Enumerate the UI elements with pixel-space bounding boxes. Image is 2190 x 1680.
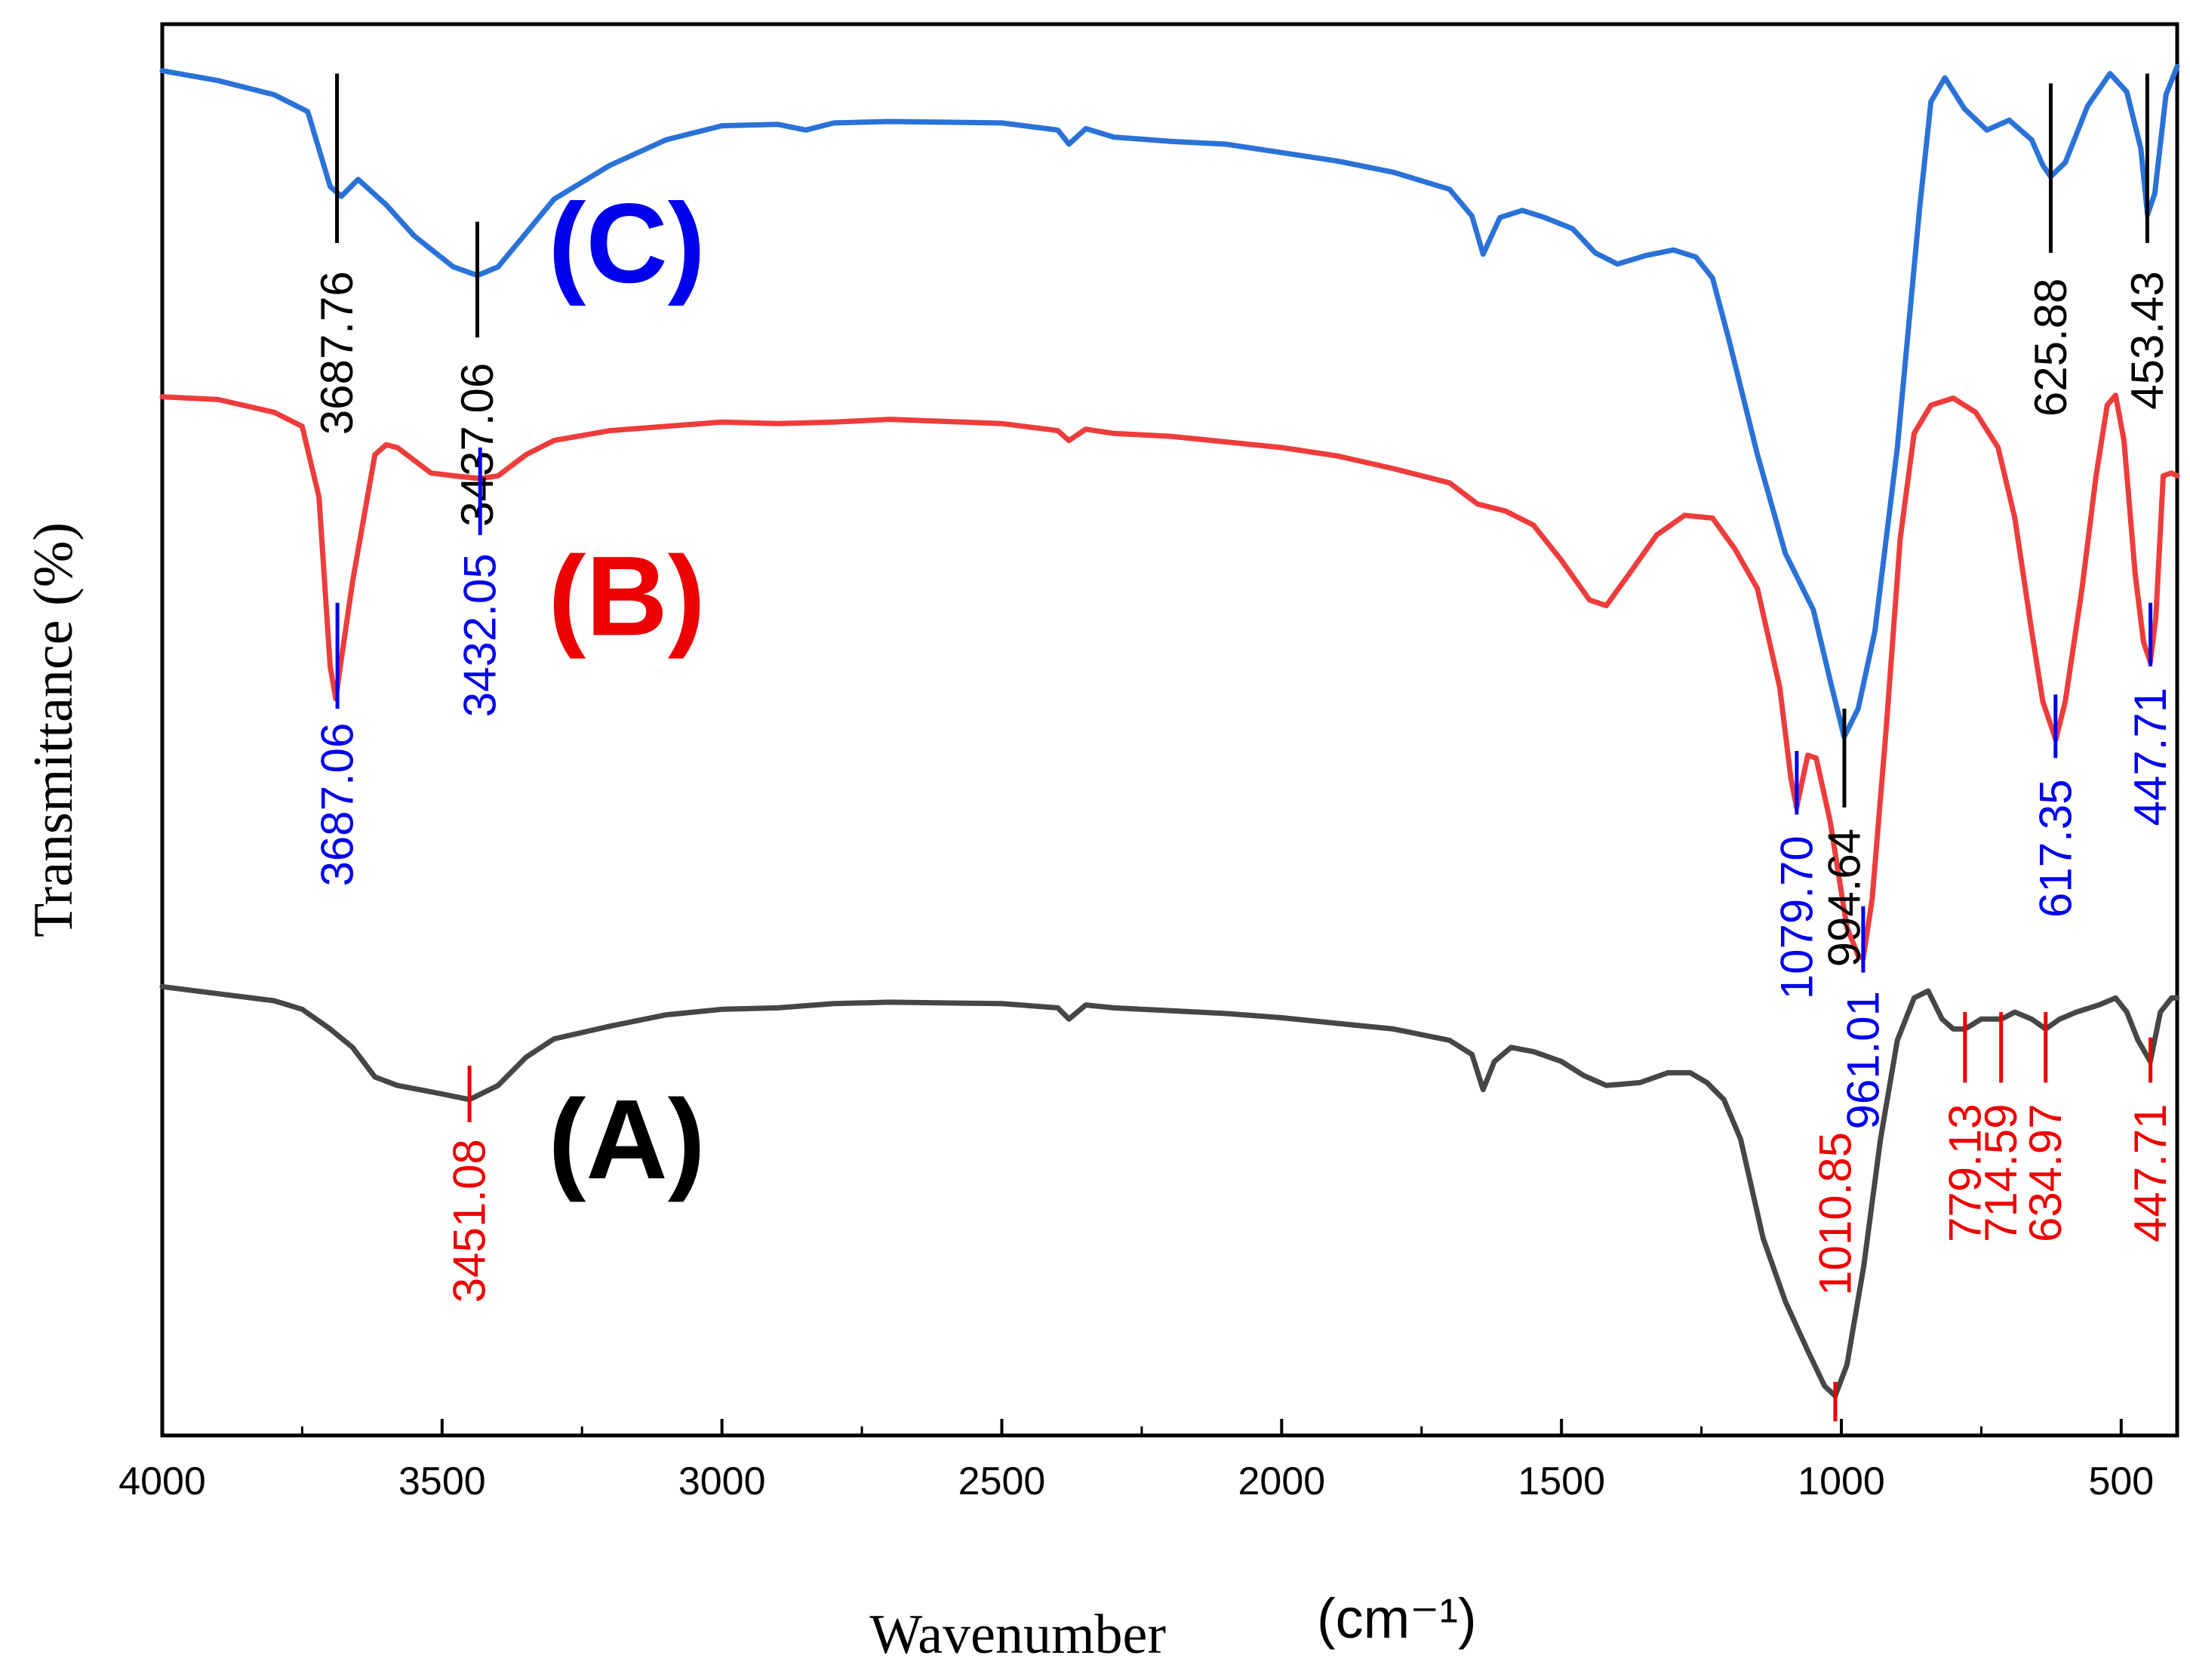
peak-label: 634.97: [2020, 1104, 2071, 1243]
peak-label: 714.59: [1976, 1104, 2026, 1243]
y-axis-title: Transmittance (%): [23, 522, 85, 937]
x-tick-label: 2500: [958, 1460, 1046, 1503]
series-label: (C): [548, 180, 705, 306]
peak-label: 3687.76: [312, 271, 362, 435]
x-tick-label: 2000: [1238, 1460, 1325, 1503]
x-tick-label: 4000: [118, 1460, 206, 1503]
peak-label: 1010.85: [1810, 1132, 1861, 1296]
x-tick-label: 3000: [678, 1460, 766, 1503]
x-tick-label: 1000: [1798, 1460, 1885, 1503]
peak-label: 447.71: [2125, 1104, 2176, 1243]
peak-label: 3432.05: [455, 553, 506, 717]
peak-label: 3687.06: [312, 723, 363, 887]
series-line-b: [159, 392, 2180, 962]
x-tick-label: 3500: [398, 1460, 486, 1503]
series-line-c: [159, 63, 2180, 740]
series-labels: (C) (B) (A): [548, 180, 705, 1202]
series-lines: [159, 63, 2180, 1399]
x-tick-label: 1500: [1518, 1460, 1605, 1503]
series-line-a: [159, 983, 2180, 1399]
peak-label: 3437.06: [452, 363, 503, 527]
plot-frame: [160, 22, 2179, 1438]
peak-label: 625.88: [2025, 278, 2076, 417]
series-label: (B): [548, 532, 705, 659]
x-axis-title: Wavenumber: [869, 1604, 1166, 1666]
peak-label: 453.43: [2122, 271, 2173, 410]
x-axis-ticks: [161, 1419, 2123, 1435]
peak-label: 994.64: [1819, 829, 1870, 968]
x-axis-unit: (cm⁻¹): [1317, 1587, 1477, 1650]
peak-label: 1079.70: [1771, 835, 1822, 999]
series-label: (A): [548, 1075, 705, 1202]
peak-label: 961.01: [1838, 991, 1888, 1130]
peak-label: 617.35: [2030, 780, 2081, 918]
x-tick-label: 500: [2088, 1460, 2154, 1503]
x-axis-tick-labels: 4000 3500 3000 2500 2000 1500 1000 500: [118, 1460, 2154, 1503]
peak-label: 779.13: [1939, 1104, 1990, 1243]
peak-markers: 3687.76 3437.06 994.64 625.88 453.43 3687.06 3…: [312, 73, 2176, 1422]
peak-label: 3451.08: [444, 1139, 495, 1303]
peak-label: 447.71: [2125, 688, 2176, 826]
